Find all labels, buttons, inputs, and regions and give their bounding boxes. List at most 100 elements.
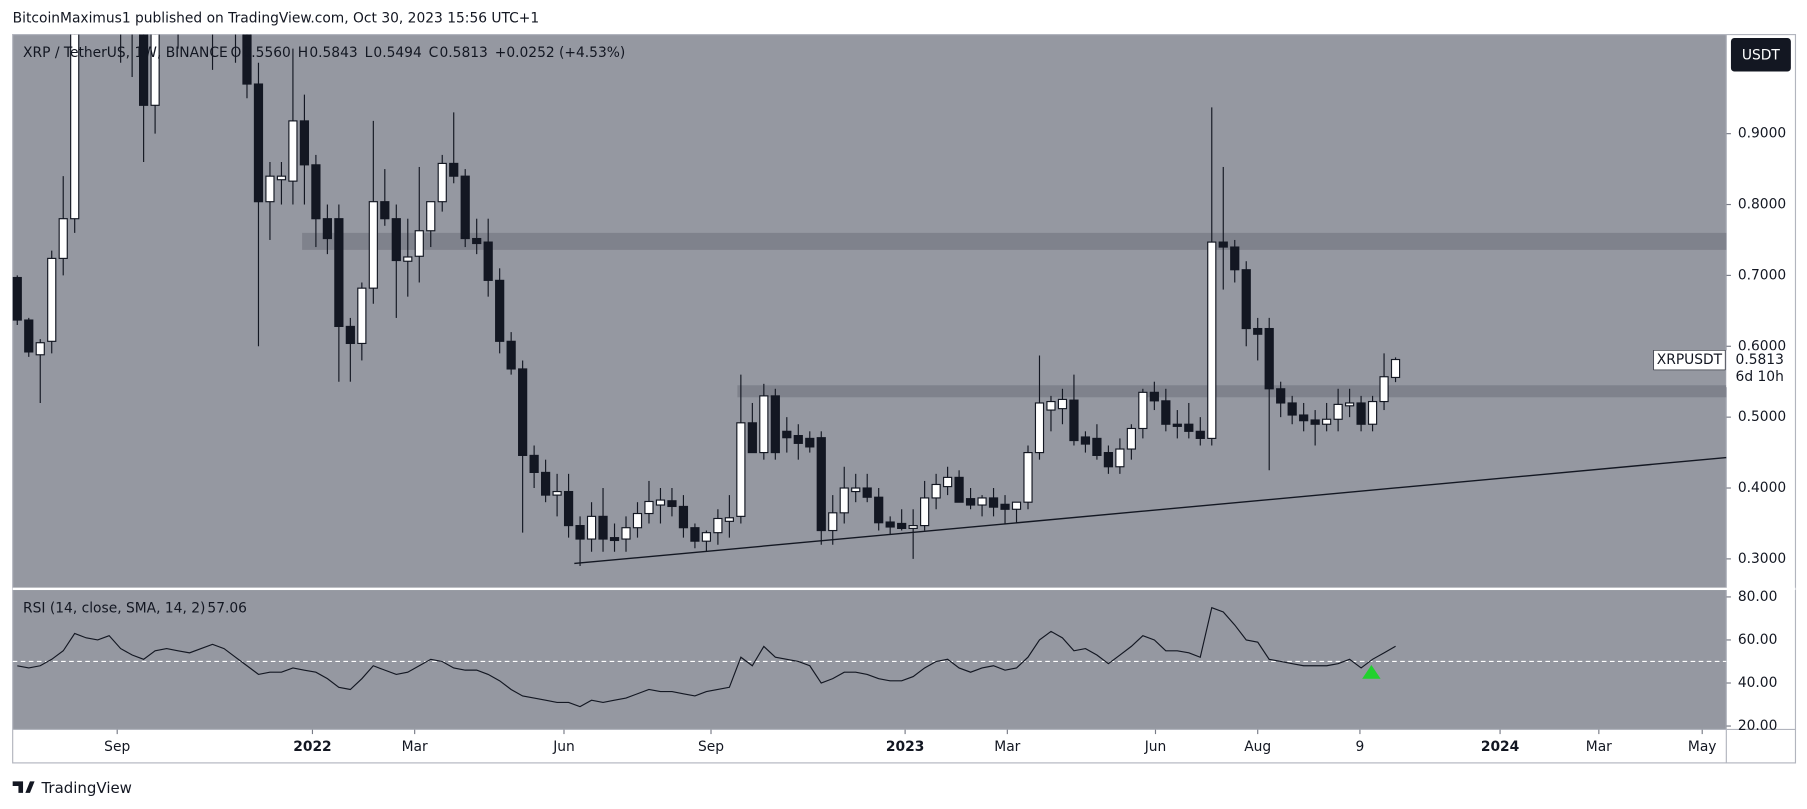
candle-body <box>667 500 677 508</box>
candle-body <box>380 201 390 220</box>
candle-body <box>609 537 620 542</box>
candle-body <box>586 515 597 540</box>
candle-body <box>1299 414 1309 422</box>
candle-body <box>1287 402 1297 416</box>
axes: 0.3000 0.4000 0.5000 0.6000 0.7000 0.8000 0.90… <box>104 126 1789 755</box>
candle-body <box>163 0 171 6</box>
candle-body <box>701 532 712 542</box>
candle-body <box>747 422 757 454</box>
candle-body <box>276 175 287 181</box>
candle-body <box>35 342 45 356</box>
y-tick-label: 0.5000 <box>1738 409 1786 425</box>
candle-body <box>472 237 482 245</box>
candle-body <box>1138 391 1148 430</box>
candle-body <box>1034 402 1045 454</box>
candle-body <box>47 257 57 342</box>
footer: TradingView <box>40 779 131 797</box>
y-tick-label: 0.7000 <box>1738 267 1786 283</box>
candle-body <box>805 437 815 448</box>
x-tick-label: Mar <box>402 739 428 755</box>
ohlc-key: O <box>230 45 241 61</box>
candle-body <box>644 500 654 515</box>
candle-body <box>563 490 574 527</box>
candle-body <box>1322 418 1332 425</box>
candle-body <box>150 34 160 106</box>
candle-body <box>1241 269 1251 330</box>
y-tick-label: 0.8000 <box>1738 197 1786 213</box>
price-tag-value: 0.5813 <box>1736 352 1784 368</box>
candle-body <box>897 522 907 529</box>
ohlc-change: +0.0252 (+4.53%) <box>495 45 626 61</box>
ohlc-value: 0.5843 <box>309 45 357 61</box>
candle-body <box>334 218 344 328</box>
candle-body <box>1149 391 1159 402</box>
ohlc-value: 0.5813 <box>439 45 487 61</box>
ohlc-value: 0.5494 <box>373 45 422 61</box>
candle-body <box>299 120 310 166</box>
candle-body <box>345 325 355 345</box>
candle-body <box>1195 430 1205 439</box>
candle-body <box>874 496 884 524</box>
candle-body <box>942 476 953 488</box>
candle-body <box>1103 452 1114 468</box>
candle-body <box>1080 436 1091 445</box>
candle-body <box>552 490 562 496</box>
candle-body <box>1253 327 1263 335</box>
legend: XRP / TetherUS, 1W, BINANCE O0.5560 H0.58… <box>23 45 625 616</box>
candle-body <box>1023 452 1033 503</box>
x-tick-label: 2024 <box>1481 739 1519 755</box>
candle-body <box>1069 399 1079 442</box>
candle-body <box>954 476 964 503</box>
chart-frame <box>12 33 1797 764</box>
candle-body <box>12 276 22 321</box>
candle-body <box>506 340 516 370</box>
candle-body <box>1207 241 1217 439</box>
ohlc-key: H <box>298 45 308 61</box>
candle-body <box>208 0 216 6</box>
candle-body <box>311 164 321 220</box>
candle-body <box>621 527 631 540</box>
candle-body <box>242 34 252 85</box>
y-tick-label: 0.9000 <box>1738 126 1786 142</box>
x-tick-label: May <box>1688 739 1717 755</box>
rsi-y-tick-label: 80.00 <box>1738 589 1778 605</box>
currency-button[interactable] <box>1730 38 1791 72</box>
candle-body <box>391 218 401 262</box>
candle-body <box>322 218 332 240</box>
candle-body <box>782 430 792 439</box>
main-pane <box>12 34 1727 588</box>
candle-body <box>1115 448 1125 468</box>
x-tick-label: Sep <box>698 739 724 755</box>
rsi-y-tick-label: 20.00 <box>1738 718 1778 734</box>
candle-body <box>1264 327 1274 390</box>
candle-body <box>437 162 447 203</box>
candle-body <box>58 218 68 259</box>
candle-body <box>759 395 769 454</box>
rsi-pane <box>12 590 1727 730</box>
candle-body <box>1046 400 1056 411</box>
candle-body <box>288 120 298 182</box>
candle-body <box>678 505 689 529</box>
candle-body <box>1344 402 1355 407</box>
rsi-y-tick-label: 40.00 <box>1738 675 1778 691</box>
candle-body <box>988 497 999 508</box>
candle-body <box>426 201 436 232</box>
candle-body <box>885 521 895 528</box>
candle-body <box>1230 246 1240 271</box>
candle-body <box>908 525 918 529</box>
price-tag <box>1726 350 1789 388</box>
candle-body <box>931 483 941 499</box>
header: BitcoinMaximus1 published on TradingView… <box>13 10 539 26</box>
candle-body <box>368 201 378 289</box>
candle-body <box>793 434 803 444</box>
symbol: XRP / TetherUS, 1W, BINANCE <box>23 45 228 61</box>
y-tick-label: 0.3000 <box>1738 551 1786 567</box>
candle-body <box>541 471 551 496</box>
candle-body <box>518 368 528 456</box>
x-tick-label: Aug <box>1244 739 1271 755</box>
ohlc-value: 0.5560 <box>243 45 291 61</box>
currency-label[interactable]: USDT <box>1742 47 1781 63</box>
candle-body <box>495 279 505 342</box>
